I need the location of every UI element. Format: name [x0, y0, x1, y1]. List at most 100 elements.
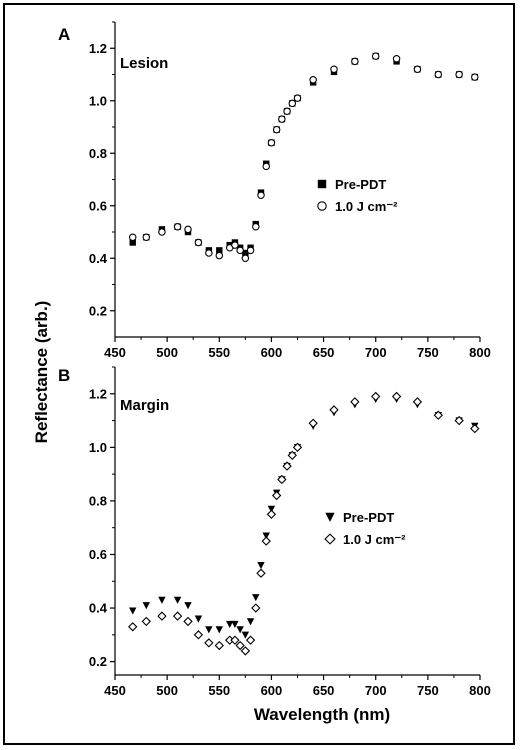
y-tick-label-b: 1.0	[89, 440, 107, 455]
x-tick-label-b: 700	[365, 683, 387, 698]
panel-title-a: Lesion	[120, 55, 168, 72]
x-axis-title: Wavelength (nm)	[254, 705, 390, 724]
data-point-a-1	[413, 65, 422, 74]
x-tick-label-a: 450	[104, 345, 126, 360]
y-tick-label-a: 0.2	[89, 303, 107, 318]
data-point-b-1	[193, 630, 204, 640]
data-point-b-0	[241, 631, 250, 639]
data-point-a-1	[194, 238, 203, 247]
y-tick-label-b: 0.2	[89, 654, 107, 669]
x-tick-label-b: 550	[208, 683, 230, 698]
data-point-a-1	[246, 246, 255, 255]
data-point-a-1	[455, 70, 463, 79]
data-point-a-1	[371, 52, 380, 60]
data-point-b-1	[245, 635, 256, 645]
data-point-a-1	[205, 249, 213, 257]
data-point-a-1	[173, 223, 182, 231]
x-tick-label-b: 600	[261, 683, 283, 698]
legend-label-a-1: 1.0 J cm⁻²	[335, 199, 398, 214]
data-point-a-0	[242, 249, 249, 257]
data-point-b-0	[262, 532, 270, 540]
data-point-b-0	[215, 626, 223, 634]
data-point-a-1	[434, 70, 443, 79]
legend-label-b-0: Pre-PDT	[343, 510, 394, 525]
series-a-0	[129, 52, 478, 257]
data-point-b-1	[172, 611, 183, 621]
plot-area-b: 450 500 550 600 650 700 750 800 0.2 0.4 0.6 0.8 1.0 1…	[89, 366, 491, 698]
x-tick-label-b: 450	[104, 683, 126, 698]
legend-marker-b-1	[324, 533, 336, 545]
y-tick-label-b: 0.8	[89, 493, 107, 508]
data-point-b-1	[251, 603, 261, 613]
data-point-a-1	[128, 233, 137, 242]
y-tick-label-b: 1.2	[89, 386, 107, 401]
x-tick-label-a: 500	[156, 345, 178, 360]
data-point-b-0	[158, 596, 166, 604]
panel-b: B Margin 450 500 550 600 650 700 750 800 0.2 0.4 0…	[58, 366, 491, 698]
data-point-a-1	[288, 99, 297, 108]
data-point-b-1	[292, 442, 303, 453]
series-a-1	[128, 52, 479, 263]
data-point-a-1	[257, 191, 265, 200]
x-tick-label-a: 750	[417, 345, 439, 360]
y-tick-label-a: 1.0	[89, 93, 107, 108]
data-point-b-1	[204, 638, 214, 648]
data-point-a-1	[241, 254, 250, 263]
legend-a: Pre-PDT 1.0 J cm⁻²	[335, 177, 398, 214]
data-point-b-0	[142, 602, 150, 610]
legend-b: Pre-PDT 1.0 J cm⁻²	[343, 510, 406, 547]
legend-marker-a-0	[317, 179, 327, 189]
x-tick-label-a: 550	[208, 345, 230, 360]
legend-label-b-1: 1.0 J cm⁻²	[343, 532, 406, 547]
data-point-b-1	[128, 622, 138, 632]
data-point-b-1	[157, 611, 167, 621]
data-point-b-1	[329, 405, 339, 415]
data-point-b-0	[246, 618, 255, 626]
data-point-b-1	[412, 397, 423, 407]
y-tick-label-b: 0.4	[89, 601, 108, 616]
x-tick-label-b: 750	[417, 683, 439, 698]
series-b-1	[128, 391, 480, 656]
data-point-a-1	[278, 115, 286, 123]
panel-letter-a: A	[58, 25, 70, 44]
data-point-b-1	[141, 616, 151, 627]
series-b-0	[129, 395, 479, 639]
data-point-a-1	[267, 139, 276, 147]
x-tick-label-a: 700	[365, 345, 387, 360]
data-point-a-1	[392, 54, 401, 63]
x-tick-label-a: 650	[313, 345, 335, 360]
data-point-b-1	[371, 391, 381, 402]
data-point-b-1	[391, 391, 402, 402]
panel-a: A Lesion 450 500 550 600 650 700 750 800 0.2 0.4 0…	[58, 21, 491, 360]
y-tick-label-a: 0.6	[89, 198, 107, 213]
y-tick-label-b: 0.6	[89, 547, 107, 562]
data-point-a-1	[330, 65, 338, 74]
data-point-a-1	[262, 162, 270, 171]
data-point-b-1	[287, 450, 297, 461]
data-point-a-1	[236, 246, 244, 255]
data-point-b-1	[214, 640, 224, 651]
data-point-a-1	[231, 241, 239, 249]
data-point-b-0	[252, 594, 260, 602]
data-point-b-0	[184, 602, 192, 610]
panel-title-b: Margin	[120, 397, 169, 414]
legend-label-a-0: Pre-PDT	[335, 177, 386, 192]
y-tick-label-a: 1.2	[89, 41, 107, 56]
data-point-b-0	[205, 626, 213, 634]
plot-area-a: 450 500 550 600 650 700 750 800 0.2 0.4 0.6 0.8 1.0 1…	[89, 21, 491, 360]
data-point-a-1	[158, 228, 166, 236]
data-point-b-1	[277, 474, 287, 485]
data-point-a-1	[309, 76, 317, 84]
data-point-a-0	[129, 239, 136, 246]
data-point-b-1	[308, 418, 318, 428]
panel-letter-b: B	[58, 366, 70, 385]
data-point-b-1	[256, 568, 266, 578]
x-tick-label-b: 800	[469, 683, 491, 698]
legend-marker-b-0	[325, 512, 335, 522]
data-point-b-1	[235, 640, 245, 651]
data-point-b-1	[282, 461, 292, 471]
data-point-b-1	[261, 536, 271, 546]
data-point-b-1	[183, 616, 193, 627]
data-point-b-1	[266, 509, 277, 519]
